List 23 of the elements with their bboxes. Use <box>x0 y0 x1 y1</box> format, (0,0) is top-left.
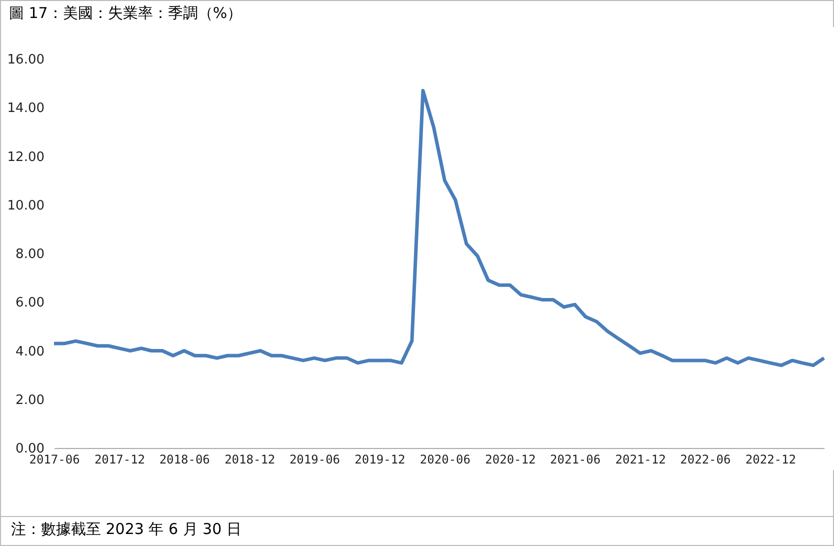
y-tick-label: 6.00 <box>16 296 44 311</box>
y-tick-label: 16.00 <box>7 52 44 68</box>
y-tick-label: 2.00 <box>16 392 44 408</box>
x-tick-label: 2019-12 <box>354 452 406 466</box>
line-series <box>52 88 826 368</box>
x-tick-label: 2018-12 <box>224 452 276 466</box>
x-tick-label: 2022-12 <box>745 452 796 466</box>
x-tick-label: 2022-06 <box>680 452 731 466</box>
y-tick-label: 12.00 <box>7 150 44 165</box>
x-tick-label: 2020-12 <box>485 452 536 466</box>
y-tick-label: 4.00 <box>16 344 44 360</box>
x-tick-label: 2018-06 <box>159 452 210 466</box>
x-tick-label: 2021-12 <box>615 452 666 466</box>
chart-title: 圖 17：美國：失業率：季調（%） <box>1 1 833 28</box>
x-tick-label: 2019-06 <box>289 452 340 466</box>
x-tick-label: 2020-06 <box>420 452 470 466</box>
y-tick-label: 14.00 <box>7 101 44 116</box>
y-tick-label: 10.00 <box>7 198 44 214</box>
y-tick-label: 8.00 <box>16 247 44 262</box>
x-tick-label: 2017-06 <box>29 452 80 466</box>
x-tick-label: 2021-06 <box>550 452 601 466</box>
x-tick-label: 2017-12 <box>94 452 146 466</box>
text: 注：數據截至 2023 年 6 月 30 日 <box>11 520 242 539</box>
